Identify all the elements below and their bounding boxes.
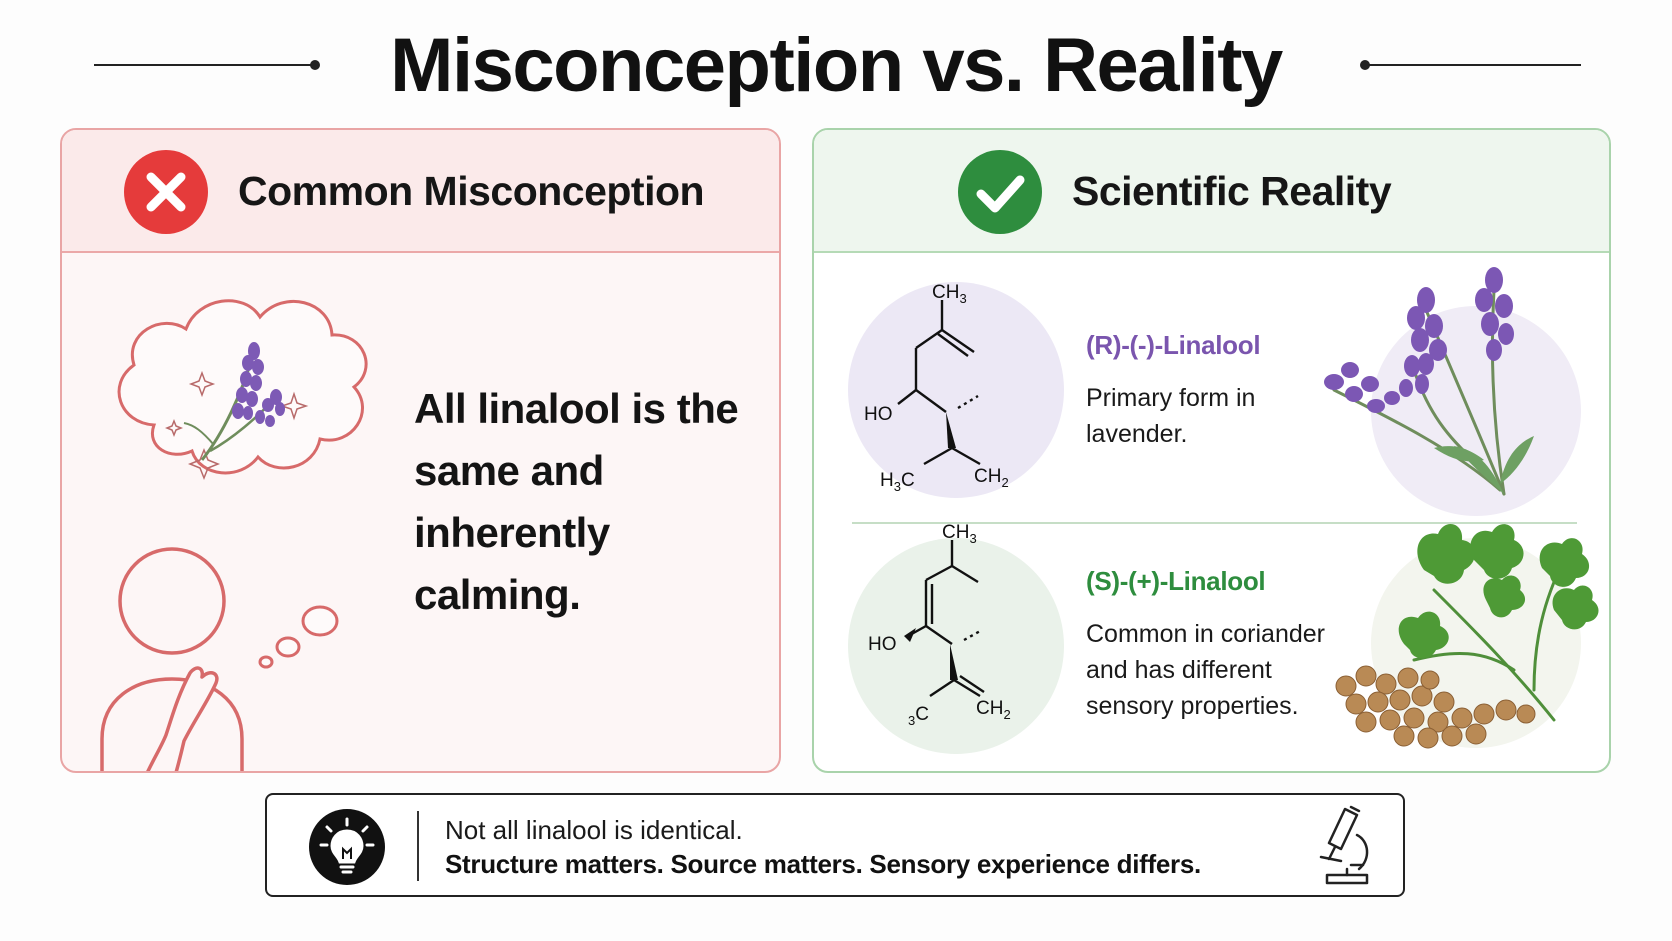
title-rule-dot-left <box>310 60 320 70</box>
page-title: Misconception vs. Reality <box>390 23 1283 108</box>
s-atom-left: 3C <box>908 704 929 728</box>
lavender-sprig-small <box>183 342 285 461</box>
s-atom-right: CH2 <box>976 698 1011 722</box>
footer-line-2: Structure matters. Source matters. Senso… <box>445 849 1201 879</box>
misconception-header: Common Misconception <box>62 130 779 253</box>
footer-separator <box>417 811 419 881</box>
isomer-divider <box>852 522 1577 524</box>
r-atom-top: CH3 <box>932 282 967 306</box>
ho-wedge-bond <box>904 628 916 642</box>
thinking-person-illustration <box>100 299 368 771</box>
s-atom-top: CH3 <box>942 522 977 546</box>
r-linalool-name: (R)-(-)-Linalool <box>1086 330 1261 360</box>
wedge-bond <box>946 412 956 448</box>
coriander-icon <box>1335 523 1599 749</box>
s-linalool-structure: CH3 HO 3C CH2 <box>868 522 1011 728</box>
r-linalool-description: Primary form in lavender. <box>1086 384 1256 448</box>
s-linalool-structure-backdrop <box>848 538 1064 754</box>
x-icon <box>124 150 208 234</box>
footer-line-1: Not all linalool is identical. <box>445 815 743 845</box>
check-icon <box>958 150 1042 234</box>
key-takeaway-banner: Not all linalool is identical. Structure… <box>265 793 1405 897</box>
person-icon <box>100 547 244 771</box>
reality-header: Scientific Reality <box>814 130 1609 253</box>
r-linalool-structure: CH3 HO H3C CH2 <box>864 282 1009 494</box>
reality-panel: Scientific Reality CH3 HO H3C CH2 (R)-(-… <box>812 128 1611 773</box>
lavender-photo-backdrop <box>1371 306 1581 516</box>
title-rule-right <box>1365 64 1581 66</box>
r-atom-ho: HO <box>864 404 893 425</box>
s-linalool-name: (S)-(+)-Linalool <box>1086 566 1266 596</box>
wedge-bond <box>950 644 958 680</box>
lightbulb-icon <box>309 809 385 885</box>
reality-heading: Scientific Reality <box>1072 168 1392 214</box>
misconception-panel: Common Misconception <box>60 128 781 773</box>
microscope-icon <box>1319 805 1369 885</box>
title-rule-left <box>94 64 314 66</box>
lavender-icon <box>1324 267 1534 496</box>
r-linalool-structure-backdrop <box>848 282 1064 498</box>
s-linalool-description: Common in coriander and has different se… <box>1086 620 1325 720</box>
misconception-heading: Common Misconception <box>238 168 705 214</box>
s-atom-ho: HO <box>868 634 897 655</box>
sparkle-icons <box>164 370 309 481</box>
r-atom-left: H3C <box>880 470 915 494</box>
r-atom-right: CH2 <box>974 466 1009 490</box>
thought-bubble-icon <box>117 299 368 669</box>
misconception-statement: All linalool is the same and inherently … <box>414 385 739 618</box>
title-row: Misconception vs. Reality <box>0 18 1672 108</box>
